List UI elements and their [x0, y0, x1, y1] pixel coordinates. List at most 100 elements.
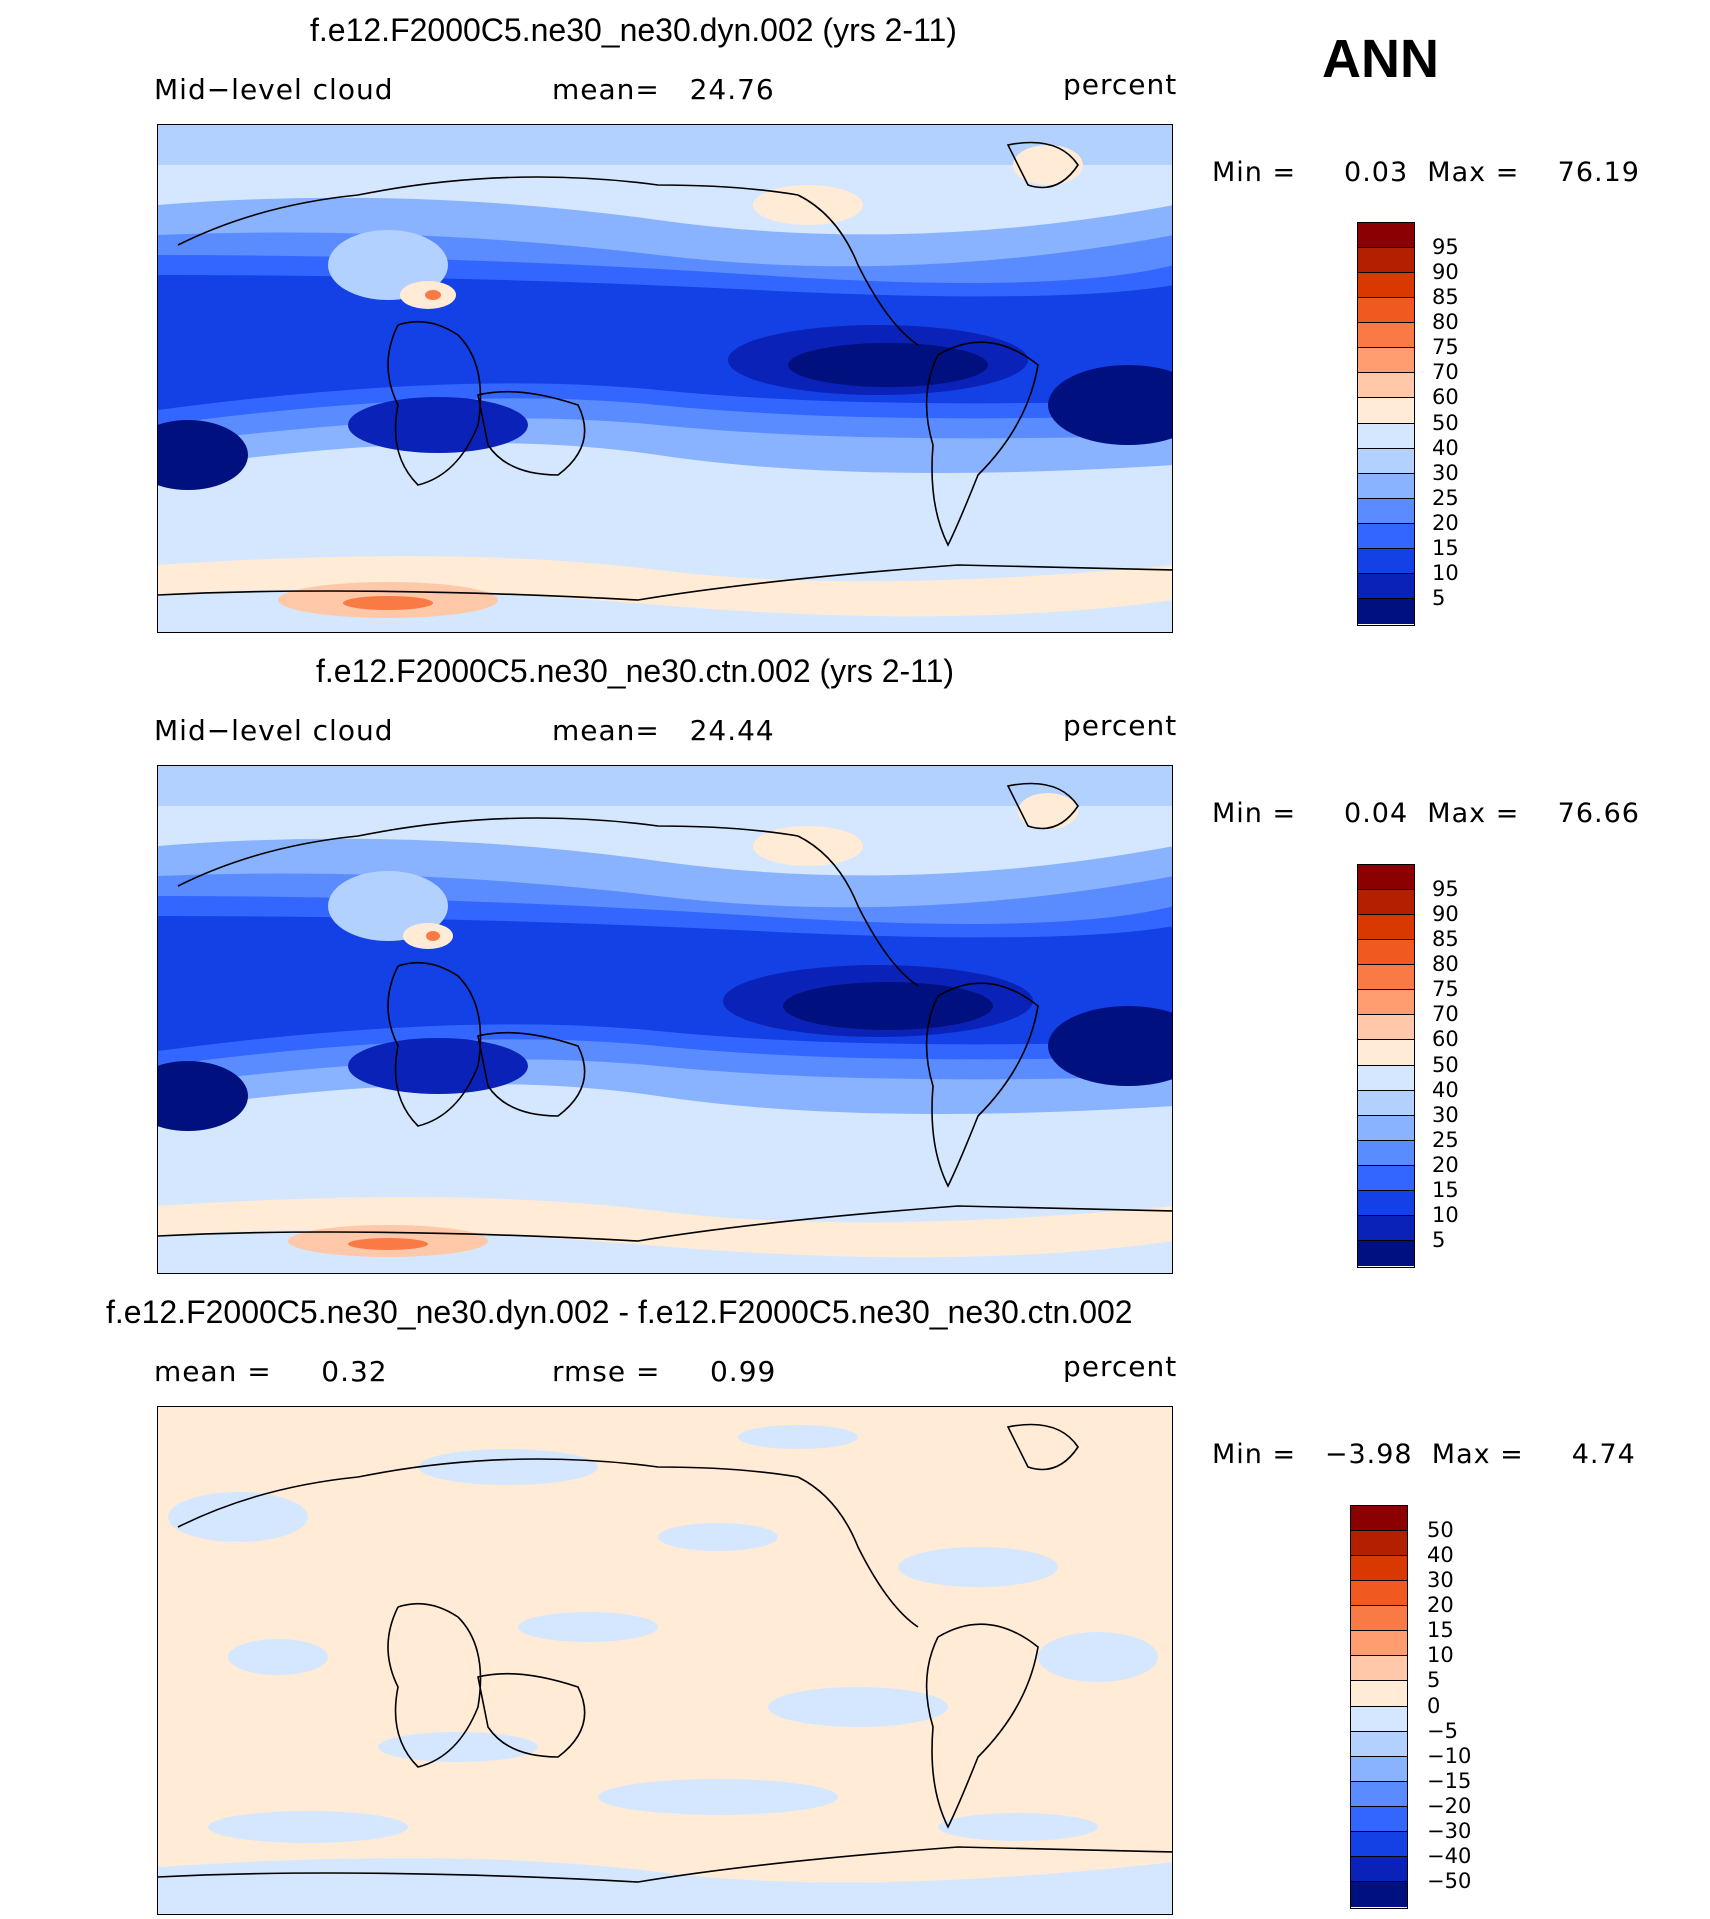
colorbar-tick-label: 85: [1432, 927, 1459, 952]
colorbar-tick-label: 5: [1432, 1227, 1446, 1252]
panel-3-mean-label: mean = 0.32: [154, 1355, 388, 1388]
colorbar-tick-label: 50: [1432, 1052, 1459, 1077]
colorbar-tick-label: −20: [1427, 1793, 1472, 1818]
colorbar-tick-label: 5: [1427, 1668, 1441, 1693]
panel-2-minmax: Min = 0.04 Max = 76.66: [1212, 798, 1640, 829]
colorbar-swatch: [1358, 473, 1414, 499]
colorbar-swatch: [1358, 373, 1414, 399]
colorbar-swatch: [1358, 248, 1414, 274]
panel-2-colorbar: [1357, 864, 1415, 1268]
colorbar-swatch: [1358, 1140, 1414, 1166]
colorbar-swatch: [1358, 1190, 1414, 1216]
colorbar-swatch: [1358, 1215, 1414, 1241]
colorbar-swatch: [1358, 323, 1414, 349]
panel-2-units-label: percent: [1063, 709, 1178, 742]
colorbar-tick-label: 60: [1432, 385, 1459, 410]
colorbar-swatch: [1351, 1631, 1407, 1657]
colorbar-tick-label: −40: [1427, 1843, 1472, 1868]
colorbar-swatch: [1358, 915, 1414, 941]
colorbar-swatch: [1351, 1531, 1407, 1557]
colorbar-swatch: [1351, 1856, 1407, 1882]
colorbar-swatch: [1351, 1681, 1407, 1707]
colorbar-swatch: [1351, 1881, 1407, 1907]
colorbar-swatch: [1351, 1706, 1407, 1732]
colorbar-tick-label: 20: [1432, 1152, 1459, 1177]
colorbar-tick-label: 50: [1427, 1518, 1454, 1543]
colorbar-tick-label: −5: [1427, 1718, 1458, 1743]
colorbar-swatch: [1358, 1165, 1414, 1191]
colorbar-swatch: [1358, 940, 1414, 966]
colorbar-swatch: [1351, 1831, 1407, 1857]
colorbar-swatch: [1358, 548, 1414, 574]
panel-2-variable-label: Mid−level cloud: [154, 714, 394, 747]
panel-1-minmax: Min = 0.03 Max = 76.19: [1212, 157, 1640, 188]
colorbar-swatch: [1358, 223, 1414, 249]
colorbar-tick-label: 50: [1432, 410, 1459, 435]
panel-2-mean-label: mean= 24.44: [552, 714, 775, 747]
colorbar-swatch: [1358, 1040, 1414, 1066]
panel-3-minmax: Min = −3.98 Max = 4.74: [1212, 1439, 1636, 1470]
colorbar-swatch: [1351, 1756, 1407, 1782]
colorbar-swatch: [1351, 1731, 1407, 1757]
colorbar-swatch: [1358, 348, 1414, 374]
colorbar-tick-label: 15: [1432, 535, 1459, 560]
colorbar-swatch: [1358, 890, 1414, 916]
colorbar-swatch: [1358, 398, 1414, 424]
colorbar-tick-label: 10: [1427, 1643, 1454, 1668]
colorbar-swatch: [1358, 1240, 1414, 1266]
colorbar-tick-label: 15: [1427, 1618, 1454, 1643]
colorbar-tick-label: 80: [1432, 952, 1459, 977]
colorbar-tick-label: 10: [1432, 560, 1459, 585]
panel-3-map: [157, 1406, 1173, 1915]
colorbar-tick-label: 75: [1432, 335, 1459, 360]
colorbar-swatch: [1358, 965, 1414, 991]
colorbar-swatch: [1358, 498, 1414, 524]
colorbar-tick-label: 30: [1432, 1102, 1459, 1127]
colorbar-tick-label: 10: [1432, 1202, 1459, 1227]
panel-3-title: f.e12.F2000C5.ne30_ne30.dyn.002 - f.e12.…: [106, 1294, 1133, 1330]
colorbar-swatch: [1358, 1015, 1414, 1041]
colorbar-swatch: [1358, 523, 1414, 549]
panel-1-variable-label: Mid−level cloud: [154, 73, 394, 106]
colorbar-tick-label: 95: [1432, 235, 1459, 260]
panel-3-rmse-label: rmse = 0.99: [552, 1355, 777, 1388]
colorbar-tick-label: 90: [1432, 260, 1459, 285]
colorbar-tick-label: 80: [1432, 310, 1459, 335]
colorbar-tick-label: 70: [1432, 360, 1459, 385]
panel-1-mean-label: mean= 24.76: [552, 73, 775, 106]
colorbar-swatch: [1358, 298, 1414, 324]
colorbar-swatch: [1358, 598, 1414, 624]
colorbar-tick-label: 70: [1432, 1002, 1459, 1027]
colorbar-tick-label: 15: [1432, 1177, 1459, 1202]
colorbar-tick-label: 30: [1432, 460, 1459, 485]
colorbar-swatch: [1358, 1115, 1414, 1141]
colorbar-swatch: [1358, 423, 1414, 449]
colorbar-tick-label: −15: [1427, 1768, 1472, 1793]
colorbar-swatch: [1358, 448, 1414, 474]
colorbar-swatch: [1358, 1090, 1414, 1116]
colorbar-tick-label: 40: [1432, 435, 1459, 460]
colorbar-tick-label: 30: [1427, 1568, 1454, 1593]
colorbar-swatch: [1351, 1781, 1407, 1807]
colorbar-tick-label: 25: [1432, 485, 1459, 510]
colorbar-tick-label: 0: [1427, 1693, 1441, 1718]
colorbar-tick-label: 20: [1432, 510, 1459, 535]
panel-1-title: f.e12.F2000C5.ne30_ne30.dyn.002 (yrs 2-1…: [310, 12, 957, 48]
colorbar-tick-label: 5: [1432, 585, 1446, 610]
colorbar-tick-label: −50: [1427, 1868, 1472, 1893]
colorbar-tick-label: 90: [1432, 902, 1459, 927]
panel-2-map: [157, 765, 1173, 1274]
colorbar-swatch: [1358, 990, 1414, 1016]
colorbar-tick-label: 20: [1427, 1593, 1454, 1618]
colorbar-swatch: [1358, 1065, 1414, 1091]
colorbar-tick-label: 85: [1432, 285, 1459, 310]
colorbar-swatch: [1351, 1556, 1407, 1582]
colorbar-swatch: [1351, 1581, 1407, 1607]
panel-1-colorbar: [1357, 222, 1415, 626]
colorbar-swatch: [1351, 1506, 1407, 1532]
panel-3-units-label: percent: [1063, 1350, 1178, 1383]
colorbar-tick-label: 25: [1432, 1127, 1459, 1152]
panel-3-colorbar: [1350, 1505, 1408, 1909]
colorbar-tick-label: −30: [1427, 1818, 1472, 1843]
panel-1-units-label: percent: [1063, 68, 1178, 101]
